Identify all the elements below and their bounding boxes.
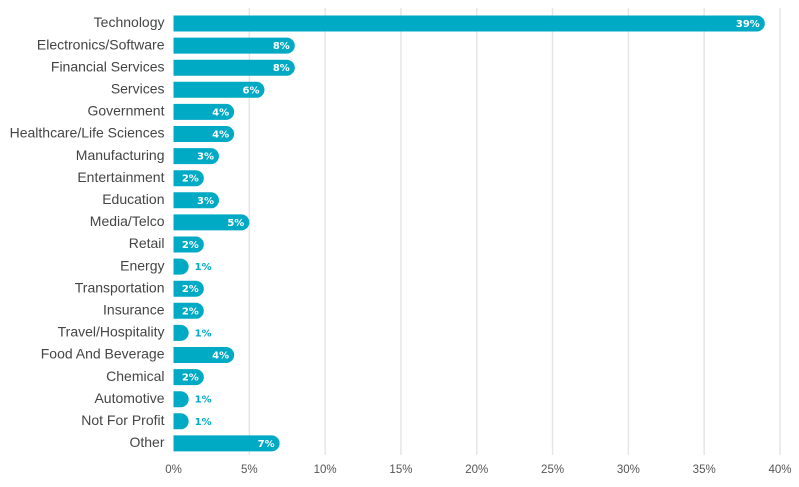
category-label: Transportation xyxy=(75,279,165,295)
bar xyxy=(173,280,204,297)
bar xyxy=(173,81,265,98)
x-tick-label: 40% xyxy=(768,464,791,476)
value-label: 3% xyxy=(197,152,214,163)
bars xyxy=(173,15,765,452)
x-tick-label: 5% xyxy=(241,464,258,476)
category-label: Insurance xyxy=(103,302,165,318)
category-label: Chemical xyxy=(106,368,164,384)
category-label: Travel/Hospitality xyxy=(58,324,165,340)
category-label: Food And Beverage xyxy=(41,346,165,362)
bar xyxy=(173,413,189,430)
value-label: 7% xyxy=(258,439,275,450)
x-tick-label: 0% xyxy=(165,464,182,476)
category-label: Electronics/Software xyxy=(37,36,165,52)
bar xyxy=(173,236,204,253)
bar xyxy=(173,347,235,363)
value-label: 1% xyxy=(195,417,212,428)
bar xyxy=(173,369,204,386)
bar xyxy=(173,170,204,187)
value-label: 8% xyxy=(273,41,290,52)
bar xyxy=(173,214,250,231)
category-label: Energy xyxy=(120,257,164,273)
value-label: 4% xyxy=(212,107,229,118)
value-label: 1% xyxy=(195,262,212,273)
bar xyxy=(173,435,280,452)
x-tick-label: 20% xyxy=(465,464,488,476)
bar xyxy=(173,258,189,275)
x-tick-label: 25% xyxy=(541,464,564,476)
value-label: 4% xyxy=(212,130,229,141)
bar xyxy=(173,15,765,32)
category-label: Healthcare/Life Sciences xyxy=(10,125,165,141)
category-label: Education xyxy=(102,191,164,207)
bar xyxy=(173,126,235,142)
bar xyxy=(173,37,295,54)
x-tick-label: 35% xyxy=(693,464,716,476)
bar xyxy=(173,391,189,408)
category-label: Manufacturing xyxy=(76,147,165,163)
category-label: Financial Services xyxy=(51,58,165,74)
category-label: Services xyxy=(111,81,165,97)
category-labels: Technology Electronics/Software Financial … xyxy=(10,14,165,450)
category-label: Government xyxy=(87,103,164,119)
bar xyxy=(173,59,295,76)
bar xyxy=(173,302,204,319)
bar xyxy=(173,103,235,120)
x-tick-label: 10% xyxy=(314,464,337,476)
value-label: 2% xyxy=(182,174,199,185)
value-labels: 39% 8% 8% 6% 4% 4% 3% 2% 3% 5% 2% 1% 2% 2% 1% 4% 2% 1% 1% 7… xyxy=(182,19,760,450)
value-label: 2% xyxy=(182,240,199,251)
value-label: 39% xyxy=(736,19,760,30)
value-label: 3% xyxy=(197,196,214,207)
bar xyxy=(173,148,219,165)
x-tick-label: 30% xyxy=(617,464,640,476)
value-label: 8% xyxy=(273,63,290,74)
value-label: 2% xyxy=(182,306,199,317)
x-axis-tick-labels: 0% 5% 10% 15% 20% 25% 30% 35% 40% xyxy=(165,464,791,476)
category-label: Entertainment xyxy=(77,169,164,185)
bar xyxy=(173,192,219,209)
gridlines xyxy=(248,8,781,455)
value-label: 1% xyxy=(195,395,212,406)
value-label: 4% xyxy=(212,351,229,362)
category-label: Media/Telco xyxy=(90,213,165,229)
bar xyxy=(173,324,189,341)
category-label: Automotive xyxy=(94,390,164,406)
category-label: Not For Profit xyxy=(81,412,164,428)
value-label: 6% xyxy=(242,85,259,96)
category-label: Technology xyxy=(94,14,165,30)
value-label: 5% xyxy=(227,218,244,229)
value-label: 2% xyxy=(182,284,199,295)
value-label: 1% xyxy=(195,328,212,339)
category-label: Retail xyxy=(129,235,165,251)
x-tick-label: 15% xyxy=(389,464,412,476)
value-label: 2% xyxy=(182,373,199,384)
category-label: Other xyxy=(129,434,164,450)
